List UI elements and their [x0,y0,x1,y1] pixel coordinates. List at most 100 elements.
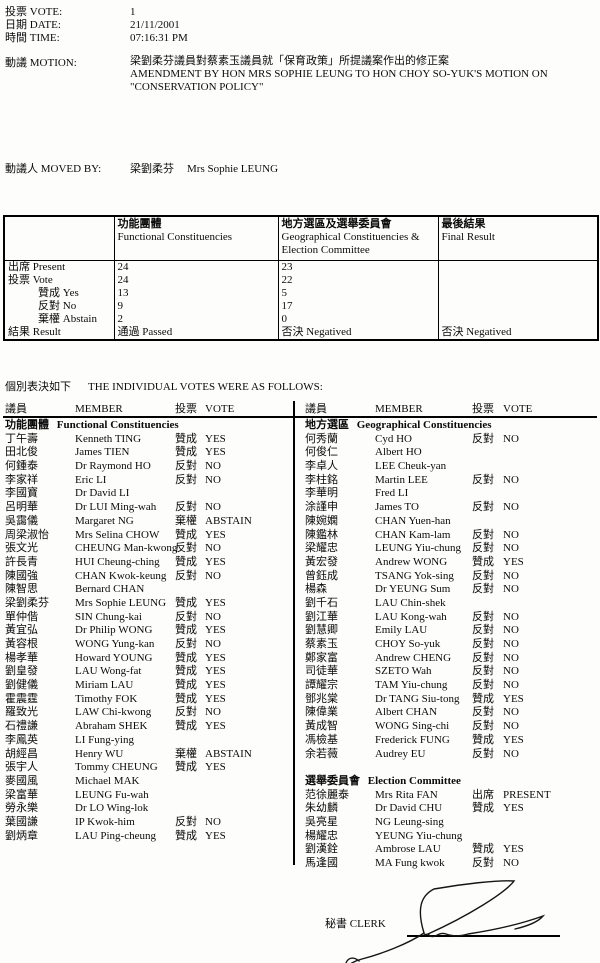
member-row: 許長青 HUI Cheung-ching 贊成 YES [5,556,292,570]
member-name-en: TSANG Yok-sing [375,569,454,582]
individual-votes-title-cn: 個別表決如下 [5,381,71,393]
member-name-en: Howard YOUNG [75,651,153,664]
member-vote-en: NO [503,583,519,596]
vote-number-label: 投票 VOTE: [5,6,63,18]
member-vote-en: NO [503,679,519,692]
member-row: 呂明華 Dr LUI Ming-wah 反對 NO [5,501,292,515]
member-name-cn: 李華明 [305,487,338,500]
member-vote-cn: 反對 [472,747,494,760]
summary-gc-value: 0 [277,313,438,326]
member-name-en: Margaret NG [75,514,134,527]
member-row: 鄧兆棠 Dr TANG Siu-tong 贊成 YES [305,693,597,707]
member-vote-cn: 反對 [472,706,494,719]
member-vote-en: NO [503,501,519,514]
member-vote-cn: 棄權 [175,514,197,527]
member-name-cn: 石禮謙 [5,720,38,733]
member-vote-en: YES [205,555,226,568]
member-vote-cn: 反對 [175,473,197,486]
member-row: 黃宏發 Andrew WONG 贊成 YES [305,556,597,570]
member-row: 何鍾泰 Dr Raymond HO 反對 NO [5,460,292,474]
member-name-cn: 黃容根 [5,638,38,650]
member-row: 涂謹申 James TO 反對 NO [305,501,597,515]
vote-cn-header: 投票 [175,403,197,415]
member-row: 羅致光 LAW Chi-kwong 反對 NO [5,706,292,720]
member-row: 黃成智 WONG Sing-chi 反對 NO [305,720,597,734]
summary-header-functional: 功能團體 Functional Constituencies [113,216,278,261]
member-name-en: Albert CHAN [375,706,438,719]
member-row: 周梁淑怡 Mrs Selina CHOW 贊成 YES [5,529,292,543]
member-name-cn: 劉健儀 [5,679,38,692]
motion-line-en-1: AMENDMENT BY HON MRS SOPHIE LEUNG TO HON… [130,68,548,80]
signature-line [407,935,560,937]
column-divider [293,401,295,865]
summary-final-value [437,313,598,326]
member-vote-en: NO [205,569,221,582]
member-vote-cn: 反對 [472,665,494,678]
member-vote-cn: 贊成 [175,528,197,541]
member-vote-en: YES [503,692,524,705]
member-vote-en: YES [205,692,226,705]
member-cn-header: 議員 [5,403,27,415]
member-name-cn: 霍震霆 [5,692,38,705]
member-row: 曾鈺成 TSANG Yok-sing 反對 NO [305,570,597,584]
member-name-en: Mrs Sophie LEUNG [75,596,167,609]
member-name-en: NG Leung-sing [375,815,444,828]
member-row: 陳鑑林 CHAN Kam-lam 反對 NO [305,529,597,543]
summary-row-label: 棄權 Abstain [3,313,114,326]
member-name-en: Dr Philip WONG [75,624,153,637]
summary-fc-value: 9 [113,300,278,313]
summary-row: 棄權 Abstain 2 0 [3,313,598,326]
member-vote-cn: 贊成 [175,555,197,568]
member-vote-en: YES [205,679,226,692]
member-vote-cn: 贊成 [472,802,494,815]
member-row: 吳亮星 NG Leung-sing [305,816,597,830]
member-name-en: HUI Cheung-ching [75,555,160,568]
member-row: 梁耀忠 LEUNG Yiu-chung 反對 NO [305,542,597,556]
member-name-cn: 李國寶 [5,487,38,500]
member-row: 梁富華 LEUNG Fu-wah [5,789,292,803]
member-name-en: Dr David LI [75,487,130,500]
member-name-cn: 張文光 [5,542,38,555]
member-name-cn: 陳國強 [5,569,38,582]
member-vote-cn: 反對 [175,460,197,473]
member-vote-cn: 贊成 [472,843,494,856]
member-name-en: Dr TANG Siu-tong [375,692,460,705]
member-row: 葉國謙 IP Kwok-him 反對 NO [5,816,292,830]
header-rule [3,416,597,418]
member-name-en: Andrew WONG [375,555,448,568]
member-row: 功能團體 Functional Constituencies [5,419,292,433]
summary-header-final-result: 最後結果 Final Result [437,216,598,261]
member-name-cn: 劉江華 [305,610,338,623]
member-name-en: LAU Chin-shek [375,596,446,609]
member-vote-en: YES [205,432,226,445]
member-vote-cn: 贊成 [175,665,197,678]
member-name-en: James TIEN [75,446,130,459]
member-name-cn: 陳偉業 [305,706,338,719]
member-name-en: Dr YEUNG Sum [375,583,451,596]
member-name-cn: 曾鈺成 [305,569,338,582]
signature-lower-flourish-stroke [427,914,546,938]
member-vote-en: YES [503,802,524,815]
member-row: 丁午壽 Kenneth TING 贊成 YES [5,433,292,447]
summary-final-value [437,287,598,300]
member-name-cn: 李卓人 [305,460,338,473]
member-name-en: LAU Ping-cheung [75,829,156,842]
member-name-en: CHAN Yuen-han [375,514,451,527]
member-vote-cn: 反對 [175,501,197,514]
member-name-en: WONG Sing-chi [375,720,450,733]
member-vote-en: NO [205,638,221,650]
member-vote-en: YES [205,528,226,541]
member-row: 胡經昌 Henry WU 棄權 ABSTAIN [5,748,292,762]
motion-line-en-2: "CONSERVATION POLICY" [130,81,264,93]
member-name-en: LEUNG Yiu-chung [375,542,462,555]
member-vote-en: NO [503,610,519,623]
member-vote-en: ABSTAIN [205,514,252,527]
member-row: 田北俊 James TIEN 贊成 YES [5,446,292,460]
member-name-en: TAM Yiu-chung [375,679,448,692]
member-vote-en: NO [205,473,221,486]
member-vote-cn: 反對 [175,569,197,582]
member-row: 單仲偕 SIN Chung-kai 反對 NO [5,611,292,625]
member-row: 吳靄儀 Margaret NG 棄權 ABSTAIN [5,515,292,529]
member-name-en: LAU Kong-wah [375,610,447,623]
member-row: 馬逢國 MA Fung kwok 反對 NO [305,857,597,871]
